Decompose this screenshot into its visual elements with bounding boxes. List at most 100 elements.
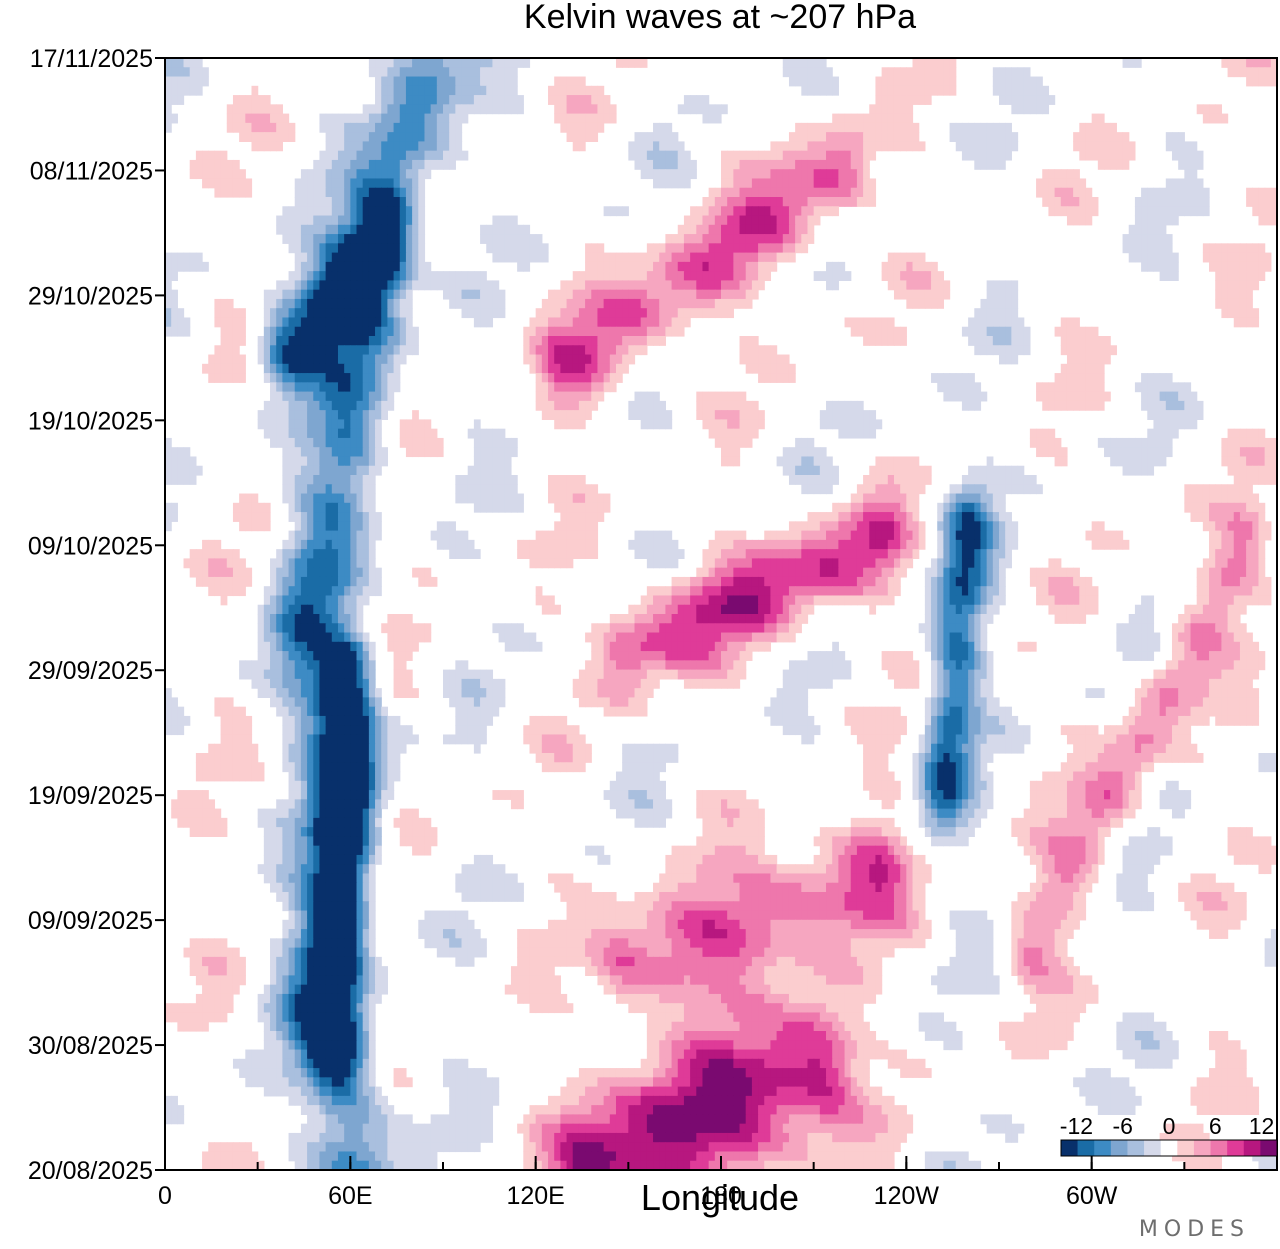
- field-cell: [893, 567, 901, 578]
- field-cell: [1196, 410, 1204, 420]
- field-cell: [677, 169, 685, 180]
- field-cell: [325, 465, 333, 476]
- field-cell: [683, 576, 691, 587]
- field-cell: [356, 308, 364, 319]
- field-cell: [714, 298, 722, 309]
- field-cell: [758, 576, 765, 587]
- field-cell: [1227, 298, 1235, 309]
- field-cell: [313, 437, 321, 448]
- field-cell: [850, 558, 858, 569]
- field-cell: [875, 132, 883, 142]
- field-cell: [912, 539, 920, 550]
- field-cell: [226, 317, 234, 328]
- field-cell: [1227, 252, 1235, 263]
- field-cell: [381, 104, 388, 115]
- field-cell: [1054, 604, 1062, 615]
- field-cell: [498, 465, 506, 476]
- field-cell: [300, 234, 308, 244]
- field-cell: [424, 122, 432, 133]
- field-cell: [986, 549, 994, 559]
- field-cell: [1221, 493, 1229, 504]
- field-cell: [405, 308, 413, 319]
- field-cell: [918, 484, 926, 495]
- field-cell: [609, 382, 617, 393]
- field-cell: [337, 391, 345, 402]
- field-cell: [770, 215, 778, 226]
- field-cell: [739, 558, 747, 569]
- field-cell: [1153, 373, 1161, 383]
- field-cell: [838, 419, 846, 430]
- field-cell: [362, 354, 370, 365]
- field-cell: [659, 530, 666, 541]
- field-cell: [331, 345, 339, 356]
- field-cell: [1258, 206, 1266, 217]
- field-cell: [393, 252, 401, 263]
- field-cell: [1246, 502, 1253, 513]
- field-cell: [937, 67, 944, 78]
- field-cell: [1128, 234, 1136, 244]
- field-cell: [177, 456, 185, 467]
- field-cell: [992, 317, 1000, 328]
- field-cell: [344, 363, 351, 374]
- field-cell: [597, 113, 605, 124]
- field-cell: [1091, 345, 1099, 356]
- field-cell: [504, 67, 512, 78]
- field-cell: [961, 539, 969, 550]
- field-cell: [653, 632, 660, 643]
- field-cell: [368, 252, 376, 263]
- field-cell: [226, 549, 234, 559]
- field-cell: [331, 298, 339, 309]
- field-cell: [782, 206, 790, 217]
- field-cell: [850, 595, 858, 606]
- field-cell: [727, 576, 734, 587]
- field-cell: [399, 437, 407, 448]
- field-cell: [665, 614, 673, 624]
- field-cell: [1153, 215, 1161, 226]
- field-cell: [1048, 178, 1056, 189]
- field-cell: [1153, 447, 1161, 458]
- field-cell: [665, 150, 673, 161]
- field-cell: [887, 104, 895, 115]
- field-cell: [968, 391, 975, 402]
- field-cell: [745, 410, 753, 420]
- field-cell: [702, 308, 710, 319]
- field-cell: [813, 558, 821, 569]
- field-cell: [337, 410, 345, 420]
- field-cell: [640, 400, 648, 411]
- field-cell: [1079, 595, 1087, 606]
- field-cell: [368, 391, 376, 402]
- field-cell: [1005, 345, 1012, 356]
- field-cell: [412, 67, 419, 78]
- field-cell: [788, 363, 796, 374]
- field-cell: [405, 326, 413, 337]
- field-cell: [541, 558, 549, 569]
- field-cell: [535, 373, 543, 383]
- field-cell: [924, 595, 932, 606]
- field-cell: [578, 400, 586, 411]
- field-cell: [788, 206, 796, 217]
- field-cell: [300, 484, 308, 495]
- field-cell: [745, 197, 753, 207]
- field-cell: [714, 234, 722, 244]
- field-cell: [603, 317, 611, 328]
- field-cell: [844, 122, 852, 133]
- field-cell: [220, 354, 228, 365]
- field-cell: [307, 169, 314, 180]
- field-cell: [498, 447, 506, 458]
- field-cell: [276, 141, 283, 152]
- field-cell: [974, 623, 982, 634]
- field-cell: [912, 76, 920, 87]
- field-cell: [758, 354, 765, 365]
- field-cell: [727, 539, 734, 550]
- field-cell: [597, 363, 605, 374]
- field-cell: [319, 113, 327, 124]
- field-cell: [683, 243, 691, 254]
- field-cell: [807, 122, 815, 133]
- field-cell: [251, 141, 259, 152]
- field-cell: [628, 604, 636, 615]
- field-cell: [1252, 595, 1260, 606]
- field-cell: [1042, 437, 1050, 448]
- field-cell: [548, 317, 555, 328]
- field-cell: [813, 150, 821, 161]
- field-cell: [344, 502, 351, 513]
